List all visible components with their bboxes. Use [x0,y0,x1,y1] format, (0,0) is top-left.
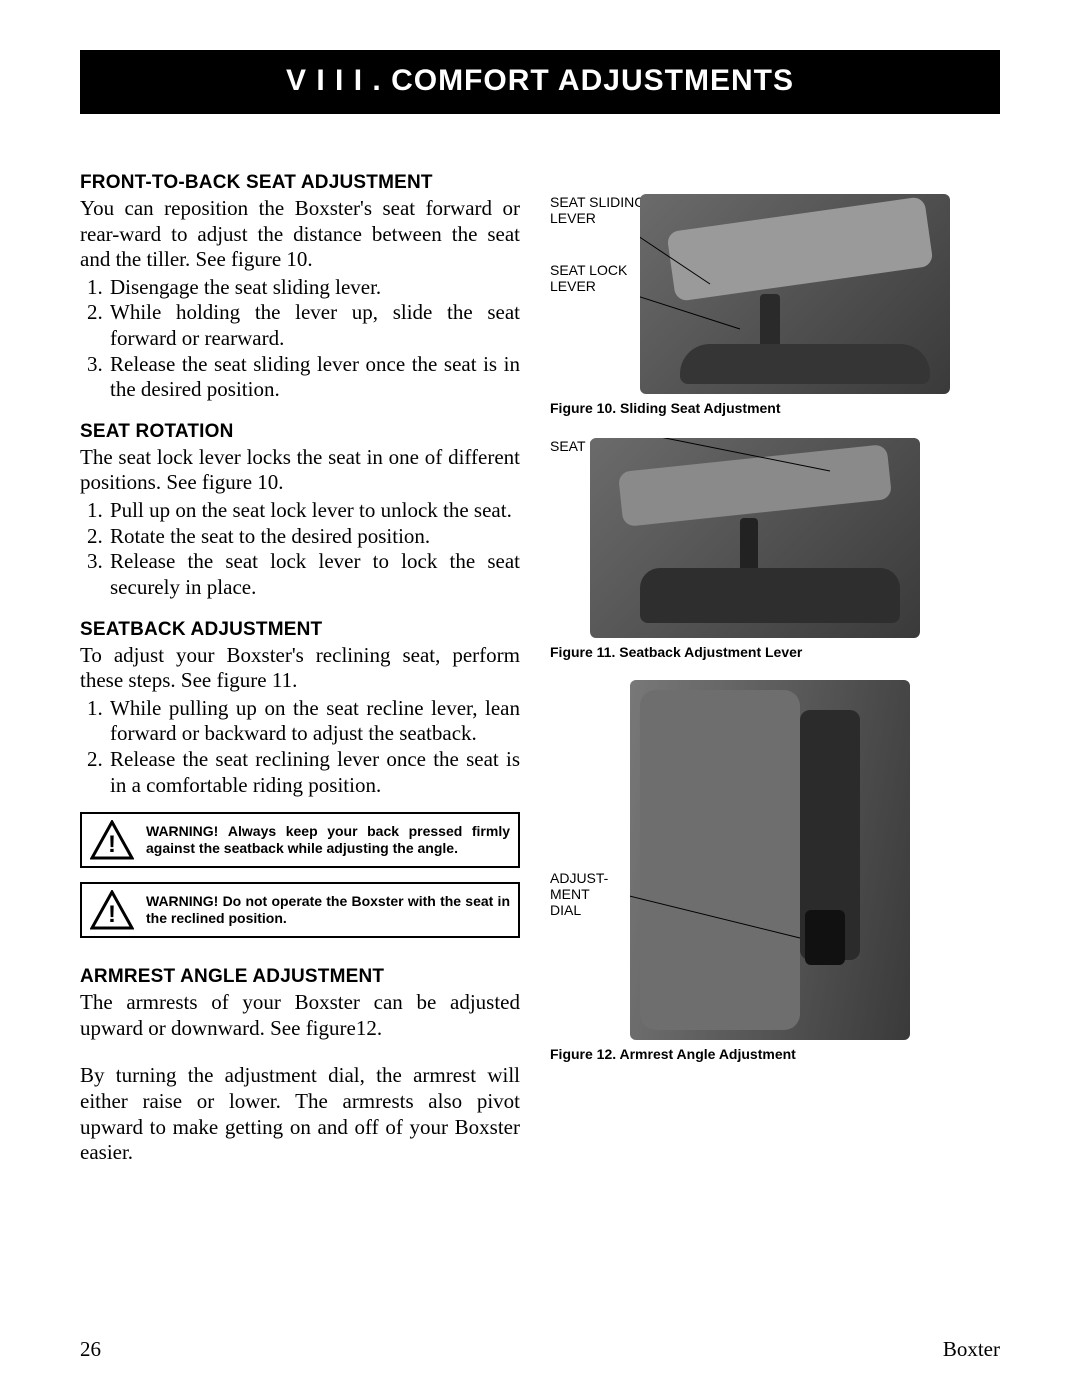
chapter-title: V I I I . COMFORT ADJUSTMENTS [80,50,1000,114]
steps-front-to-back: Disengage the seat sliding lever. While … [80,275,520,403]
para-armrest-2: By turning the adjustment dial, the armr… [80,1063,520,1165]
svg-text:!: ! [108,901,116,928]
step: Release the seat sliding lever once the … [108,352,520,403]
page-footer: 26 Boxter [80,1337,1000,1362]
intro-seatback: To adjust your Boxster's reclining seat,… [80,643,520,694]
figure-10-image [640,194,950,394]
left-column: FRONT-TO-BACK SEAT ADJUSTMENT You can re… [80,154,520,1168]
two-column-layout: FRONT-TO-BACK SEAT ADJUSTMENT You can re… [80,154,1000,1168]
heading-armrest: ARMREST ANGLE ADJUSTMENT [80,966,520,988]
figure-12-caption: Figure 12. Armrest Angle Adjustment [550,1046,1000,1062]
figure-11-caption: Figure 11. Seatback Adjustment Lever [550,644,1000,660]
step: While pulling up on the seat recline lev… [108,696,520,747]
figure-11: SEAT RECLINE LEVER Figure 11. Seatback A… [550,438,1000,660]
step: Disengage the seat sliding lever. [108,275,520,301]
steps-seatback: While pulling up on the seat recline lev… [80,696,520,798]
warning-text-1: WARNING! Always keep your back pressed f… [146,823,510,858]
heading-seat-rotation: SEAT ROTATION [80,421,520,443]
heading-seatback: SEATBACK ADJUSTMENT [80,619,520,641]
warning-box-1: ! WARNING! Always keep your back pressed… [80,812,520,868]
figure-10: SEAT SLIDING LEVER SEAT LOCK LEVER Figur… [550,194,1000,416]
page: V I I I . COMFORT ADJUSTMENTS FRONT-TO-B… [0,0,1080,1397]
product-name: Boxter [943,1337,1000,1362]
steps-seat-rotation: Pull up on the seat lock lever to unlock… [80,498,520,600]
figure-12-image [630,680,910,1040]
step: While holding the lever up, slide the se… [108,300,520,351]
page-number: 26 [80,1337,101,1362]
step: Release the seat reclining lever once th… [108,747,520,798]
warning-label: WARNING! [146,823,218,839]
intro-seat-rotation: The seat lock lever locks the seat in on… [80,445,520,496]
intro-front-to-back: You can reposition the Boxster's seat fo… [80,196,520,273]
callout-adjustment-dial: ADJUST-MENT DIAL [550,870,620,918]
warning-box-2: ! WARNING! Do not operate the Boxster wi… [80,882,520,938]
figure-10-caption: Figure 10. Sliding Seat Adjustment [550,400,1000,416]
figure-11-image [590,438,920,638]
figure-12: ADJUST-MENT DIAL Figure 12. Armrest Angl… [550,680,1000,1062]
warning-text-2: WARNING! Do not operate the Boxster with… [146,893,510,928]
warning-label: WARNING! [146,893,218,909]
callout-seat-lock-lever: SEAT LOCK LEVER [550,262,640,294]
svg-text:!: ! [108,831,116,858]
heading-front-to-back: FRONT-TO-BACK SEAT ADJUSTMENT [80,172,520,194]
right-column: SEAT SLIDING LEVER SEAT LOCK LEVER Figur… [550,154,1000,1168]
warning-icon: ! [90,890,134,930]
step: Release the seat lock lever to lock the … [108,549,520,600]
intro-armrest: The armrests of your Boxster can be adju… [80,990,520,1041]
step: Rotate the seat to the desired position. [108,524,520,550]
warning-icon: ! [90,820,134,860]
step: Pull up on the seat lock lever to unlock… [108,498,520,524]
